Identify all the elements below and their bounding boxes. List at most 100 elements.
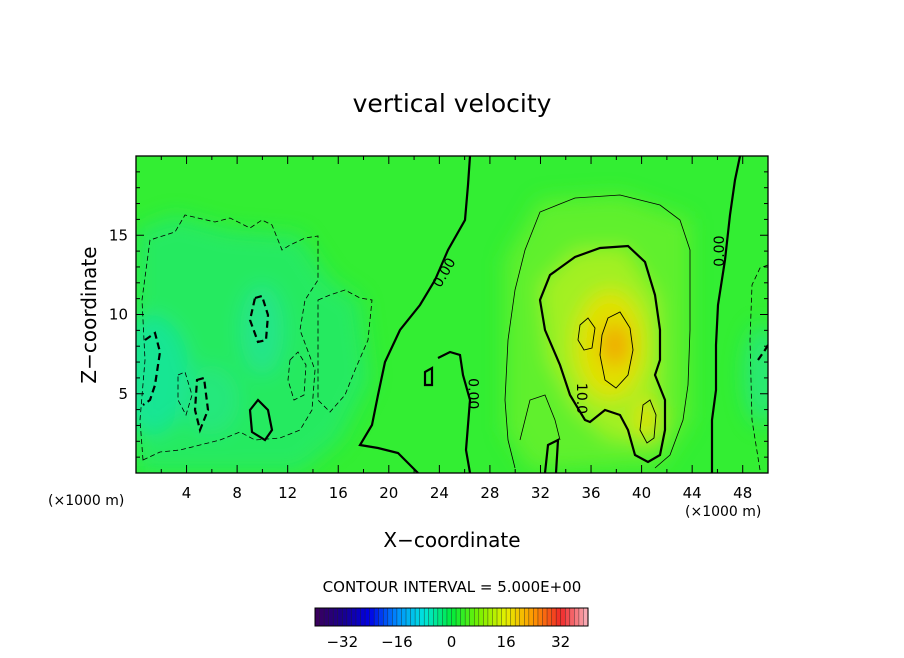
downdraft-core-east bbox=[744, 325, 768, 425]
contour-plus5-base bbox=[519, 394, 561, 441]
colorbar-cell bbox=[392, 608, 398, 626]
x-axis-title: X−coordinate bbox=[383, 528, 520, 552]
x-unit-right: (×1000 m) bbox=[685, 504, 761, 520]
colorbar-cell bbox=[510, 608, 516, 626]
velocity-field bbox=[136, 156, 768, 473]
x-axis: 4 8 12 16 20 24 28 32 36 40 44 48 bbox=[160, 156, 752, 502]
colorbar bbox=[314, 607, 589, 627]
y-axis-title: Z−coordinate bbox=[77, 246, 101, 383]
colorbar-cell bbox=[547, 608, 553, 626]
x-tick-label: 8 bbox=[232, 484, 242, 502]
colorbar-tick-label: 32 bbox=[551, 633, 570, 651]
colorbar-cell bbox=[433, 608, 439, 626]
colorbar-cell bbox=[365, 608, 371, 626]
x-tick-label: 36 bbox=[581, 484, 600, 502]
contour-east-edge bbox=[749, 264, 768, 471]
colorbar-cell bbox=[483, 608, 489, 626]
contours-zero bbox=[248, 156, 742, 473]
contour-zero-east bbox=[710, 156, 742, 473]
contour-minus10-left bbox=[142, 331, 162, 406]
x-tick-label: 28 bbox=[480, 484, 499, 502]
colorbar-cell bbox=[497, 608, 503, 626]
colorbar-tick-label: 0 bbox=[447, 633, 457, 651]
contour-plus15-upper bbox=[599, 311, 634, 389]
colorbar-cell bbox=[333, 608, 339, 626]
colorbar-cell bbox=[396, 608, 403, 626]
colorbar-tick-label: 16 bbox=[497, 633, 516, 651]
colorbar-cell bbox=[519, 608, 525, 626]
colorbar-cell bbox=[542, 608, 548, 626]
colorbar-cell bbox=[451, 608, 457, 626]
colorbar-cell bbox=[446, 608, 453, 626]
x-tick-label: 32 bbox=[531, 484, 550, 502]
contour-zero-base bbox=[543, 438, 560, 473]
colorbar-cell bbox=[583, 608, 589, 626]
contour-small-1 bbox=[177, 371, 193, 417]
colorbar-cell bbox=[474, 608, 480, 626]
colorbar-cell bbox=[515, 608, 521, 626]
downdraft-core-mid bbox=[240, 285, 284, 375]
colorbar-cell bbox=[355, 608, 362, 626]
colorbar-cell bbox=[369, 608, 375, 626]
updraft-peak bbox=[601, 323, 629, 367]
colorbar-cell bbox=[442, 608, 448, 626]
x-tick-label: 4 bbox=[182, 484, 192, 502]
x-tick-label: 24 bbox=[430, 484, 449, 502]
colorbar-cell bbox=[419, 608, 425, 626]
contours-plus15 bbox=[577, 311, 657, 444]
contour-zero-mid bbox=[437, 350, 472, 473]
colorbar-cell bbox=[401, 608, 407, 626]
x-tick-label: 44 bbox=[683, 484, 702, 502]
updraft-core-lower bbox=[636, 398, 660, 442]
colorbar-cell bbox=[428, 608, 434, 626]
contour-label: 0.00 bbox=[712, 236, 728, 267]
colorbar-cell bbox=[556, 608, 562, 626]
downdraft-core-left bbox=[136, 315, 190, 435]
colorbar-cell bbox=[501, 608, 507, 626]
colorbar-tick-label: −16 bbox=[381, 633, 413, 651]
x-tick-label: 16 bbox=[329, 484, 348, 502]
contour-small-2 bbox=[287, 351, 307, 401]
colorbar-cell bbox=[478, 608, 484, 626]
colorbar-cell bbox=[337, 608, 343, 626]
colorbar-cell bbox=[387, 608, 393, 626]
x-tick-label: 12 bbox=[278, 484, 297, 502]
downdraft-core-low bbox=[180, 365, 240, 435]
colorbar-cell bbox=[342, 608, 348, 626]
x-unit-left: (×1000 m) bbox=[48, 493, 124, 509]
x-tick-label: 20 bbox=[379, 484, 398, 502]
contour-interval-text: CONTOUR INTERVAL = 5.000E+00 bbox=[323, 578, 582, 596]
colorbar-cell bbox=[346, 608, 352, 626]
y-tick-label: 10 bbox=[109, 306, 128, 324]
colorbar-cell bbox=[406, 608, 412, 626]
colorbar-cell bbox=[351, 608, 357, 626]
colorbar-cell bbox=[315, 608, 321, 626]
colorbar-cell bbox=[492, 608, 498, 626]
contours-minus5 bbox=[139, 214, 768, 471]
x-tick-label: 40 bbox=[632, 484, 651, 502]
y-axis: 5 10 15 bbox=[109, 171, 768, 458]
colorbar-labels: −32 −16 0 16 32 bbox=[326, 633, 570, 651]
colorbar-cell bbox=[537, 608, 544, 626]
contours-plus5 bbox=[504, 194, 691, 469]
colorbar-cell bbox=[410, 608, 416, 626]
colorbar-cell bbox=[506, 608, 512, 626]
colorbar-cell bbox=[469, 608, 475, 626]
colorbar-cell bbox=[565, 608, 571, 626]
colorbar-cell bbox=[383, 608, 389, 626]
contour-west-east-lobe bbox=[317, 289, 373, 413]
colorbar-cell bbox=[551, 608, 557, 626]
contour-plus15-small bbox=[577, 317, 596, 351]
colorbar-cell bbox=[574, 608, 580, 626]
y-tick-label: 15 bbox=[109, 226, 128, 244]
chart-title: vertical velocity bbox=[353, 89, 552, 118]
contour-zero-small bbox=[423, 366, 434, 387]
x-tick-label: 48 bbox=[733, 484, 752, 502]
colorbar-frame bbox=[314, 607, 589, 627]
colorbar-cell bbox=[319, 608, 325, 626]
colorbar-cell bbox=[569, 608, 575, 626]
y-tick-label: 5 bbox=[118, 385, 128, 403]
colorbar-cell bbox=[465, 608, 471, 626]
colorbar-cell bbox=[533, 608, 539, 626]
